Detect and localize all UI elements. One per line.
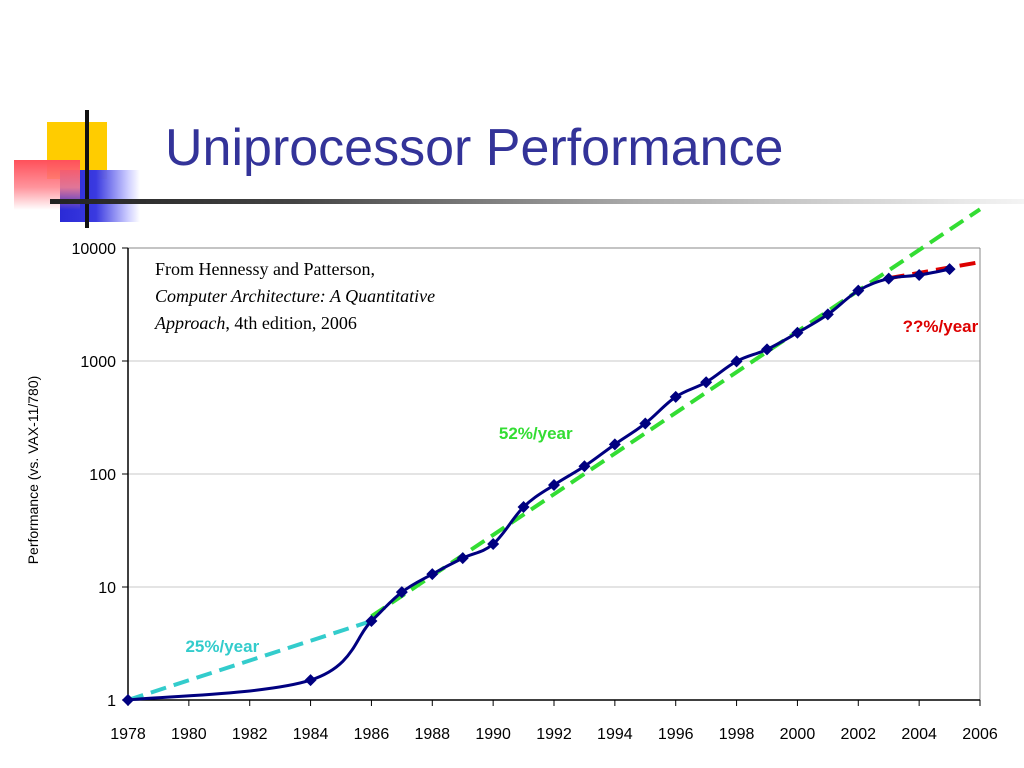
axes: 1 10 100 1000 10000 1978 1980 1982 1984 1986 1988 1… (25, 241, 998, 743)
trend-label-1: 25%/year (185, 637, 259, 656)
data-point-1986 (365, 615, 378, 628)
data-point-1995 (639, 417, 652, 430)
xtick-label-1978: 1978 (110, 726, 146, 743)
ytick-label-10: 10 (98, 580, 116, 597)
source-edition: , 4th edition, 2006 (225, 313, 357, 333)
ytick-label-1000: 1000 (80, 354, 116, 371)
series (122, 263, 956, 706)
xtick-label-1988: 1988 (414, 726, 450, 743)
decor-vertical-line (85, 110, 89, 228)
xtick-label-1994: 1994 (597, 726, 633, 743)
xtick-label-2000: 2000 (780, 726, 816, 743)
data-point-1984 (304, 674, 317, 687)
ytick-label-100: 100 (89, 467, 116, 484)
data-point-1998 (730, 355, 743, 368)
xtick-label-1982: 1982 (232, 726, 268, 743)
xtick-label-1990: 1990 (475, 726, 511, 743)
xtick-label-1980: 1980 (171, 726, 207, 743)
title-underline (50, 199, 1024, 204)
data-point-1988 (426, 568, 439, 581)
data-point-2003 (882, 272, 895, 285)
labels: 25%/year 52%/year ??%/year (185, 317, 978, 656)
data-point-1989 (456, 552, 469, 565)
xtick-label-1986: 1986 (354, 726, 390, 743)
trend-line-2 (370, 207, 982, 619)
data-point-1990 (487, 538, 500, 551)
xtick-label-2006: 2006 (962, 726, 998, 743)
data-point-1999 (761, 343, 773, 356)
data-point-1991 (517, 501, 530, 514)
data-point-2000 (791, 326, 804, 339)
data-point-1978 (122, 694, 134, 706)
data-point-1997 (700, 376, 713, 389)
source-citation: From Hennessy and Patterson, Computer Ar… (155, 256, 435, 337)
xtick-label-2002: 2002 (840, 726, 876, 743)
source-book-title: Computer Architecture: A Quantitative (155, 286, 436, 306)
data-point-1992 (548, 478, 560, 491)
xtick-label-1984: 1984 (293, 726, 329, 743)
data-point-1994 (608, 438, 621, 451)
data-point-1987 (395, 586, 408, 599)
trend-line-1 (127, 619, 373, 702)
data-point-2005 (943, 263, 956, 276)
ytick-label-1: 1 (107, 693, 116, 710)
trend-label-2: 52%/year (499, 424, 573, 443)
data-point-2004 (913, 269, 926, 282)
source-book-title-end: Approach (155, 313, 226, 333)
slide-title: Uniprocessor Performance (165, 119, 784, 177)
trend-label-3: ??%/year (903, 317, 979, 336)
xtick-label-2004: 2004 (901, 726, 937, 743)
xtick-label-1998: 1998 (719, 726, 755, 743)
xtick-label-1996: 1996 (658, 726, 694, 743)
ytick-label-10000: 10000 (72, 241, 117, 258)
source-line-1: From Hennessy and Patterson, (155, 259, 375, 279)
xtick-label-1992: 1992 (536, 726, 572, 743)
data-point-2001 (821, 308, 834, 321)
y-axis-label: Performance (vs. VAX-11/780) (25, 376, 41, 565)
data-point-1993 (578, 460, 591, 473)
source-line-3: Approach, 4th edition, 2006 (155, 310, 435, 337)
data-point-2002 (852, 284, 865, 297)
data-point-1996 (669, 390, 682, 403)
